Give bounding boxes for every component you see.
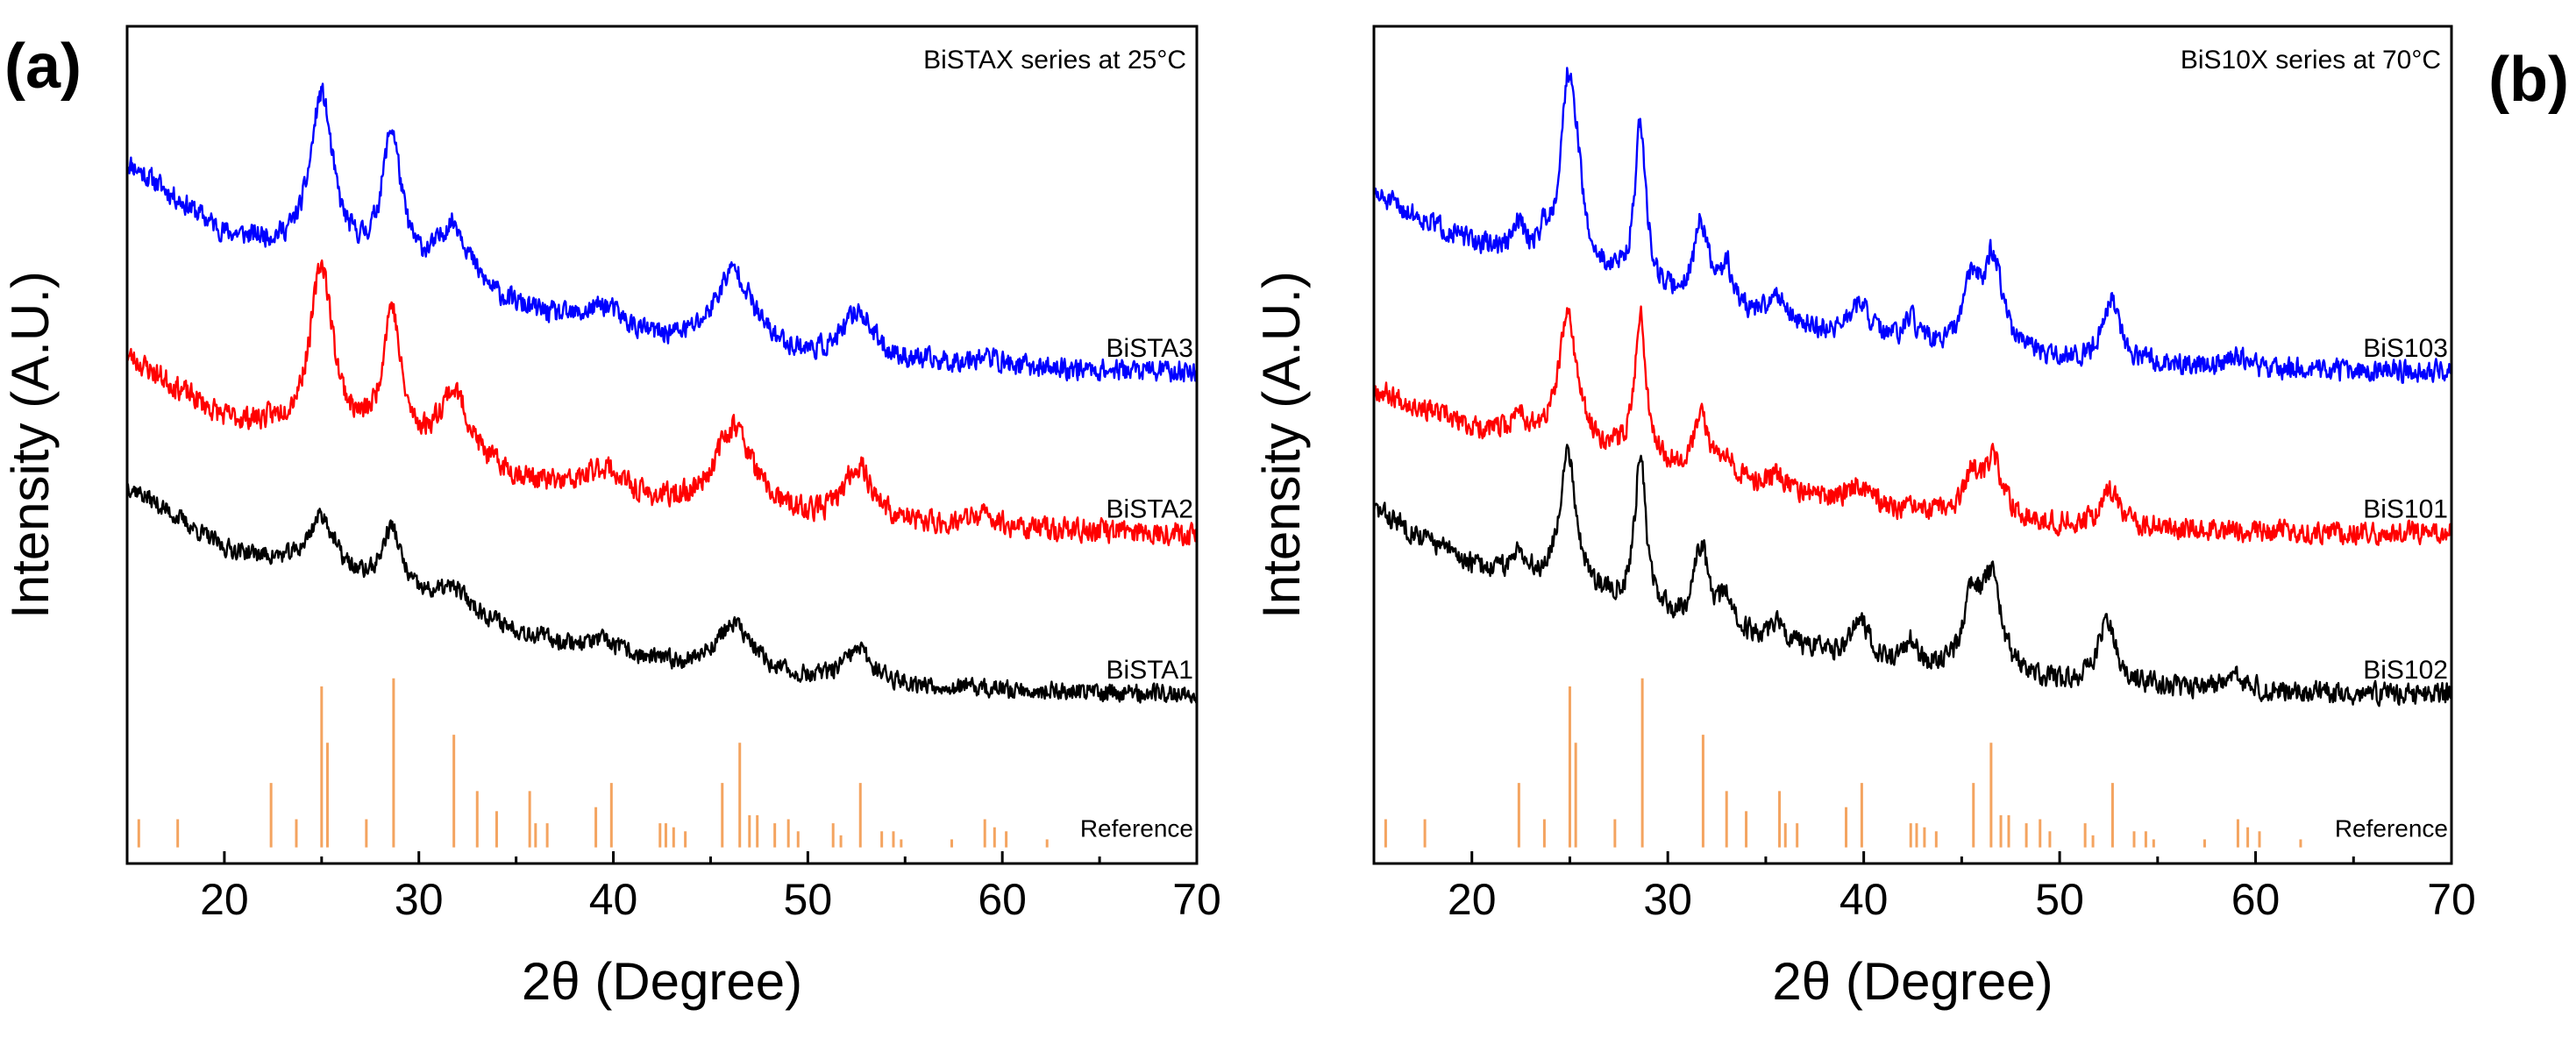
series-label-BiSTA3: BiSTA3 [1107,334,1193,363]
x-axis-title: 2θ (Degree) [1772,952,2053,1011]
series-line-BiSTA2 [126,259,1199,547]
series-line-BiS102 [1372,444,2453,707]
series-line-BiSTA1 [125,483,1199,704]
x-axis-title: 2θ (Degree) [522,952,802,1011]
reference-label: Reference [2335,815,2448,842]
plot-frame [1372,25,2453,865]
x-tick-label: 30 [1643,875,1692,924]
panel-letter: (b) [2488,45,2569,115]
series-line-BiS101 [1373,305,2453,546]
x-tick-label: 70 [2427,875,2476,924]
series-line-BiSTA3 [125,82,1199,383]
x-tick-label: 40 [1839,875,1889,924]
series-label-BiS102: BiS102 [2363,656,2448,685]
reference-pattern [1384,678,2302,848]
series-label-BiS101: BiS101 [2363,495,2448,524]
panel-a: BiSTA3 BiSTA2 BiSTA1 Reference 20 30 40 50 60 70 2… [1,25,1221,1011]
x-tick-label: 20 [200,875,249,924]
x-tick-label: 60 [978,875,1027,924]
x-tick-label: 20 [1448,875,1497,924]
series-label-BiSTA2: BiSTA2 [1107,495,1193,524]
x-tick-label: 50 [784,875,833,924]
x-tick-label: 50 [2035,875,2084,924]
y-axis-title: Intensity (A.U.) [1,271,60,619]
panel-title: BiS10X series at 70°C [2181,46,2441,75]
panel-b: BiS103 BiS101 BiS102 Reference 20 30 40 50 60 70 2… [1252,25,2569,1011]
series-line-BiS103 [1372,67,2452,384]
x-tick-label: 40 [589,875,638,924]
reference-pattern [137,678,1049,848]
x-tick-label: 30 [395,875,444,924]
plot-frame [125,25,1199,865]
panel-letter: (a) [4,32,82,102]
x-tick-label: 70 [1172,875,1221,924]
series-label-BiSTA1: BiSTA1 [1107,656,1193,685]
series-label-BiS103: BiS103 [2363,334,2448,363]
x-tick-label: 60 [2231,875,2281,924]
reference-label: Reference [1080,815,1193,842]
y-axis-title: Intensity (A.U.) [1252,271,1311,619]
panel-title: BiSTAX series at 25°C [923,46,1186,75]
